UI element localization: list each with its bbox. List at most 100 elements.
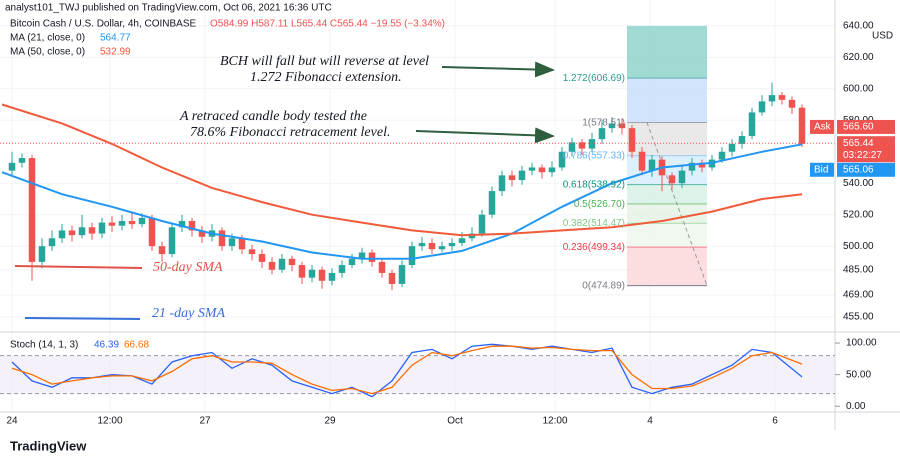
stoch-line [11, 345, 803, 395]
countdown: 03:22:27 [843, 150, 882, 161]
candle-body [628, 128, 636, 152]
stoch-label: Stoch (14, 1, 3) [10, 340, 78, 351]
annotation: 78.6% Fibonacci retracement level. [190, 125, 390, 140]
x-tick-label: 4 [647, 416, 653, 427]
candle-body [98, 222, 106, 234]
candle-body [178, 220, 186, 228]
candle-body [88, 227, 96, 234]
x-tick-label: 12:00 [542, 416, 567, 427]
candle-body [588, 139, 596, 149]
candle-body [788, 99, 796, 108]
candle-body [248, 249, 256, 255]
logo: TradingView [10, 438, 87, 453]
candle-body [608, 123, 616, 129]
fib-zone [627, 78, 707, 123]
stoch-line [11, 343, 803, 398]
candle-body [378, 261, 386, 273]
candle-body [78, 227, 86, 236]
x-tick-label: 6 [772, 416, 778, 427]
candle-body [618, 123, 626, 129]
publisher: analyst101_TWJ published on TradingView.… [5, 3, 332, 14]
arrow [415, 127, 555, 144]
candle-body [18, 158, 26, 163]
candle-body [338, 265, 346, 273]
candle-body [368, 252, 376, 262]
candle-body [678, 170, 686, 184]
annotation: 50-day SMA [153, 260, 223, 275]
stoch-k: 46.39 [94, 340, 119, 351]
candle-body [348, 258, 356, 266]
candle-body [508, 175, 516, 181]
candle-body [8, 162, 16, 171]
candle-body [528, 167, 536, 171]
fib-zone [627, 204, 707, 224]
candle-body [498, 175, 506, 192]
candle-body [558, 151, 566, 168]
candle-body [298, 265, 306, 278]
fib-label: 0.382(514.47) [563, 218, 625, 229]
annotation: 21 -day SMA [152, 306, 226, 321]
candle-body [688, 162, 696, 171]
candle-body [108, 222, 116, 226]
candle-body [718, 151, 726, 160]
candle-body [778, 95, 786, 100]
candle-body [668, 175, 676, 184]
candle-body [468, 233, 476, 239]
fib-zone [627, 25, 707, 79]
y-tick-label: 600.00 [843, 83, 874, 94]
fib-zone [627, 122, 707, 156]
y-tick-label: 640.00 [843, 21, 874, 32]
candle-body [278, 258, 286, 270]
candle-body [148, 217, 156, 247]
ma50-label: MA (50, close, 0) [10, 47, 85, 58]
y-tick-label: 540.00 [843, 178, 874, 189]
ohlc: O584.99 H587.11 L565.44 C565.44 −19.55 (… [210, 19, 445, 30]
candle-body [638, 151, 646, 171]
fib-label: 0(474.89) [582, 280, 625, 291]
candle-body [758, 101, 766, 113]
y-tick-label: 469.00 [843, 290, 874, 301]
grid [0, 0, 835, 412]
candle-body [398, 265, 406, 284]
candle-body [138, 217, 146, 225]
candle-body [318, 269, 326, 281]
annotation: BCH will fall but will reverse at level [220, 54, 429, 69]
ma-line [1, 143, 803, 260]
ma50-value: 532.99 [100, 47, 131, 58]
ask-label: 565.60 [843, 122, 874, 133]
ask-tag [837, 119, 895, 134]
candle-body [38, 246, 46, 262]
candle-body [58, 230, 66, 239]
candle-body [358, 252, 366, 259]
candle-body [408, 246, 416, 266]
y-tick-label: 485.00 [843, 264, 874, 275]
candle-body [218, 230, 226, 247]
sma21-pointer [24, 317, 141, 320]
candle-body [48, 238, 56, 247]
candle-body [288, 258, 296, 266]
candle-body [748, 112, 756, 137]
candle-body [698, 162, 706, 168]
candle-body [118, 220, 126, 226]
sma50-pointer [14, 265, 143, 269]
bid-tag [837, 162, 895, 177]
annotation: 1.272 Fibonacci extension. [250, 70, 402, 85]
currency: USD [872, 31, 893, 42]
candle-body [438, 246, 446, 250]
bid-name-tag [810, 162, 834, 177]
candle-body [478, 214, 486, 234]
arrow [441, 61, 555, 78]
fib-label: 0.786(557.33) [563, 151, 625, 162]
candle-body [418, 243, 426, 247]
candle-body [308, 269, 316, 278]
fib-label: 0.5(526.70) [574, 199, 625, 210]
fib-label: 1(578.51) [582, 117, 625, 128]
candle-body [28, 158, 36, 262]
last-price-label: 565.44 [843, 138, 874, 149]
stoch-tick-label: 0.00 [846, 401, 866, 412]
x-tick-label: Oct [447, 416, 463, 427]
candle-body [518, 170, 526, 181]
y-tick-label: 500.00 [843, 241, 874, 252]
y-tick-label: 455.00 [843, 312, 874, 323]
